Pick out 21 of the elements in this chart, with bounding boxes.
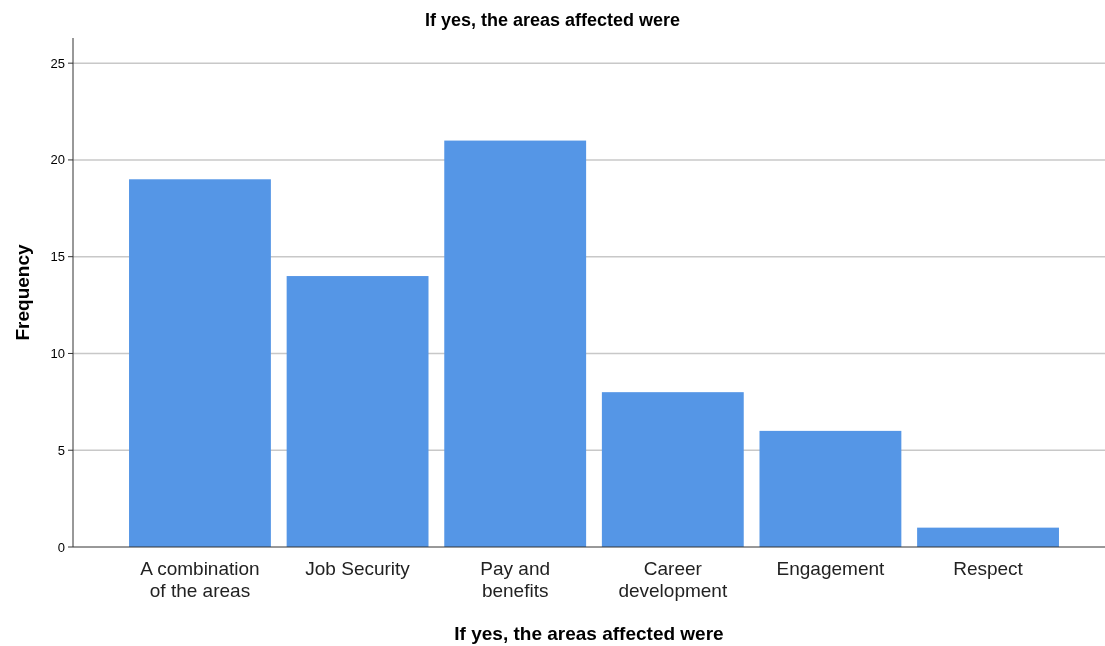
y-tick-label: 5 [57,442,65,458]
x-tick-label: Job Security [305,558,411,579]
chart-title: If yes, the areas affected were [424,10,681,30]
x-tick-label: Engagement [776,558,886,579]
y-tick-label: 0 [57,539,65,555]
x-axis-title: If yes, the areas affected were [454,623,724,644]
bar [129,179,271,547]
x-tick-label: Career development [618,558,728,601]
bar [444,140,587,547]
x-tick-label: A combination of the areas [140,558,260,601]
bar [917,527,1059,547]
bar [286,276,429,547]
y-tick-label: 15 [50,249,65,265]
y-tick-label: 20 [50,152,65,168]
y-tick-label: 10 [50,346,65,362]
bar [601,392,744,547]
bar [759,430,902,547]
y-axis-title: Frequency [12,244,33,341]
y-tick-label: 25 [50,55,65,71]
x-tick-label: Pay and benefits [480,558,551,601]
x-tick-label: Respect [953,558,1024,579]
